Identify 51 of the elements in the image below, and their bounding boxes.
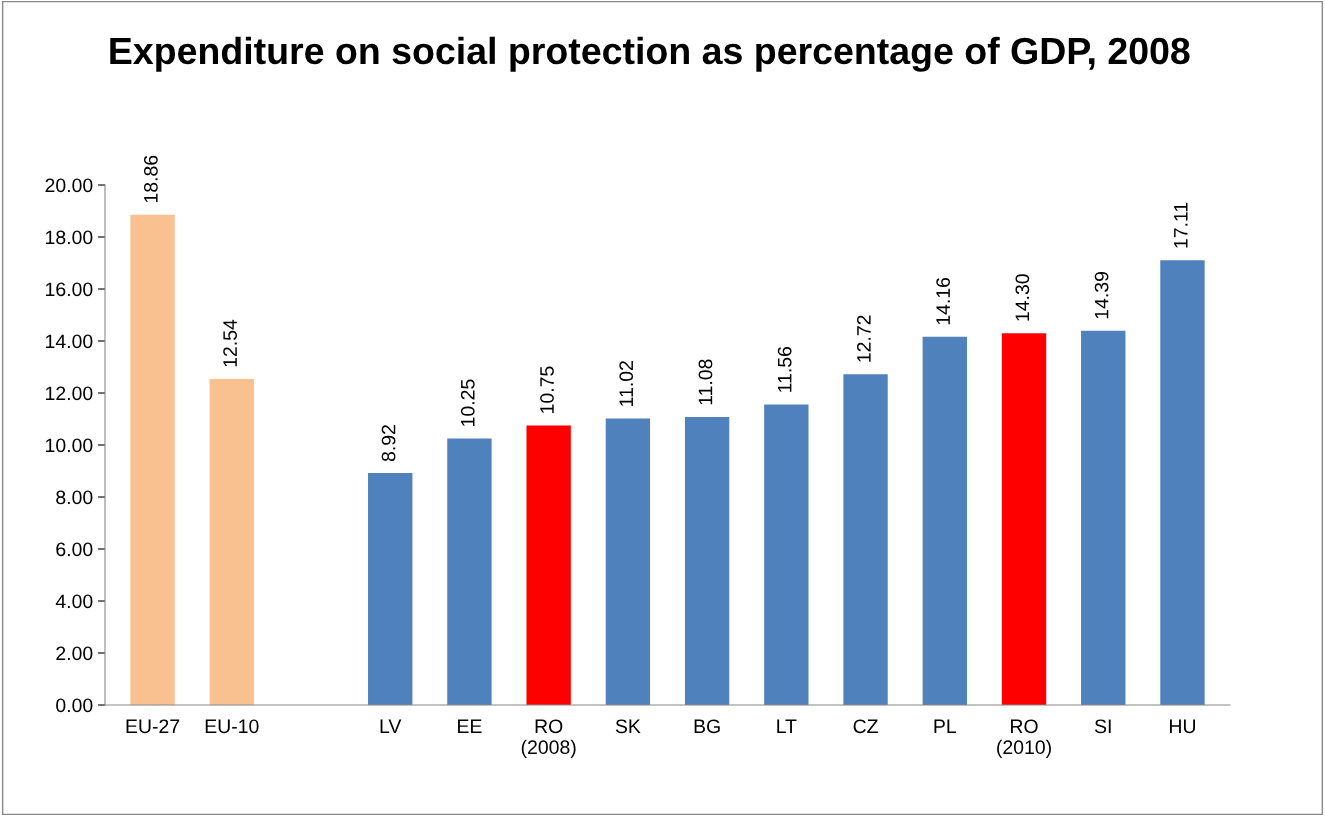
bar bbox=[1001, 333, 1047, 705]
data-label: 14.39 bbox=[1094, 272, 1109, 319]
y-tick-label: 20.00 bbox=[45, 178, 93, 193]
bar bbox=[368, 473, 413, 705]
data-label: 17.11 bbox=[1174, 202, 1188, 248]
bar bbox=[526, 425, 571, 705]
y-tick-label: 12.00 bbox=[46, 386, 93, 401]
bar bbox=[843, 374, 888, 705]
x-tick-label: CZ bbox=[853, 719, 878, 734]
x-tick-label: EE bbox=[458, 719, 482, 733]
y-tick-label: 4.00 bbox=[55, 594, 93, 609]
y-tick-label: 18.00 bbox=[46, 230, 93, 245]
y-tick-label: 0.00 bbox=[56, 698, 93, 713]
data-label: 14.30 bbox=[1015, 274, 1030, 321]
data-label: 10.75 bbox=[540, 366, 554, 413]
x-tick-label: SK bbox=[615, 719, 641, 734]
x-tick-label: PL bbox=[934, 719, 957, 733]
data-label: 11.02 bbox=[619, 361, 634, 406]
x-tick-label: LT bbox=[777, 719, 797, 733]
data-label: 10.25 bbox=[460, 379, 475, 426]
data-label: 8.92 bbox=[381, 425, 396, 462]
bar bbox=[130, 214, 175, 705]
y-tick-label: 10.00 bbox=[46, 438, 93, 453]
bar bbox=[447, 438, 492, 705]
x-tick-label: RO (2008) bbox=[521, 719, 576, 758]
x-tick-label: RO (2010) bbox=[997, 719, 1051, 758]
data-label: 18.86 bbox=[143, 155, 158, 203]
bar bbox=[922, 336, 967, 705]
y-tick-label: 2.00 bbox=[56, 646, 93, 661]
bar bbox=[1160, 260, 1205, 705]
x-tick-label: EU-27 bbox=[126, 719, 180, 734]
bar bbox=[684, 416, 730, 705]
bar bbox=[764, 404, 809, 705]
x-tick-label: BG bbox=[694, 719, 720, 734]
data-label: 14.16 bbox=[936, 277, 951, 325]
bar bbox=[1081, 330, 1126, 705]
data-label: 11.56 bbox=[777, 346, 792, 392]
chart-title: Expenditure on social protection as percentage of GDP, 2008 bbox=[110, 36, 1190, 72]
data-label: 12.72 bbox=[857, 315, 871, 362]
data-label: 11.08 bbox=[698, 359, 713, 405]
x-tick-label: HU bbox=[1170, 719, 1196, 734]
y-tick-label: 8.00 bbox=[56, 490, 93, 505]
data-label: 12.54 bbox=[223, 319, 237, 367]
x-tick-label: LV bbox=[380, 719, 402, 733]
bar bbox=[605, 418, 651, 705]
y-tick-label: 14.00 bbox=[46, 334, 93, 349]
x-tick-label: EU-10 bbox=[205, 719, 259, 734]
x-tick-label: SI bbox=[1094, 719, 1111, 734]
bar bbox=[209, 378, 254, 705]
y-tick-label: 16.00 bbox=[46, 282, 93, 297]
y-tick-label: 6.00 bbox=[56, 542, 93, 557]
